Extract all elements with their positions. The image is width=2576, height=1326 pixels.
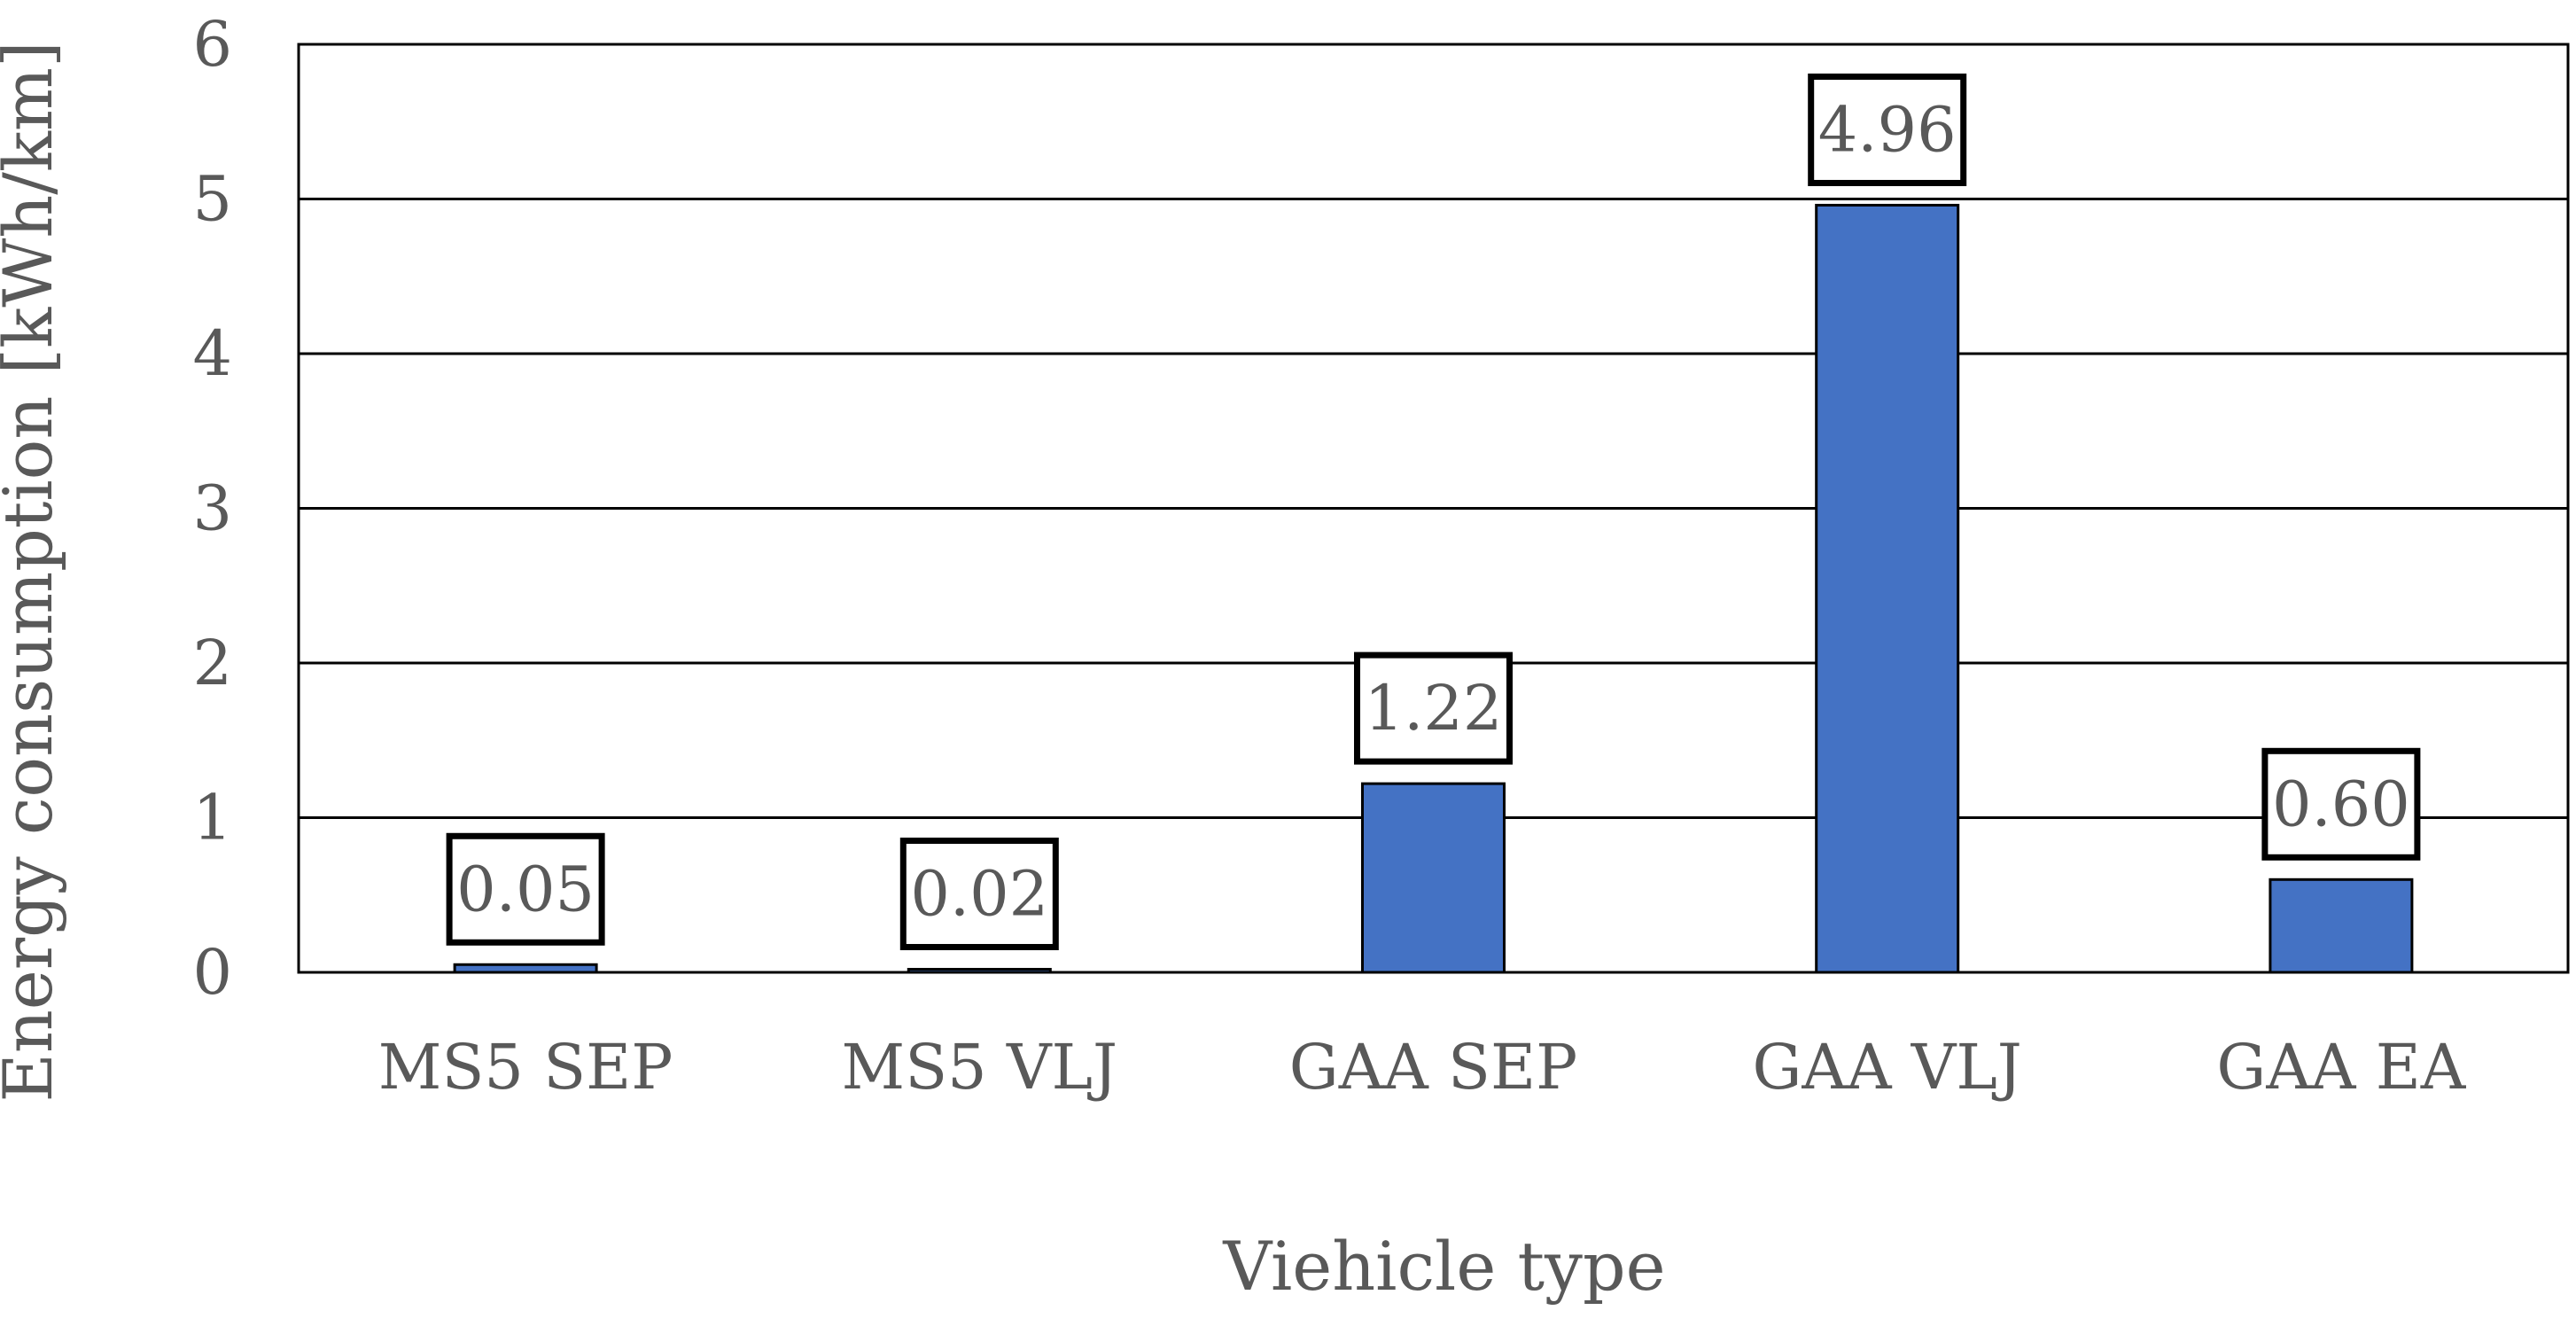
data-label: 4.96 bbox=[1818, 93, 1957, 166]
y-tick-label: 0 bbox=[192, 936, 232, 1009]
y-tick-label: 3 bbox=[192, 472, 232, 545]
data-label-box bbox=[2261, 747, 2421, 861]
x-tick-label: GAA EA bbox=[2216, 1031, 2466, 1104]
data-label-box bbox=[1354, 651, 1513, 765]
plot-frame bbox=[297, 43, 2570, 974]
y-axis-ticks: 0 1 2 3 4 5 6 bbox=[192, 8, 232, 1009]
gridlines bbox=[299, 198, 2568, 819]
y-axis-title: Energy consumption [kWh/km] bbox=[0, 41, 67, 1102]
plot-area-border bbox=[297, 43, 2570, 974]
x-axis-ticks: MS5 SEP MS5 VLJ GAA SEP GAA VLJ GAA EA bbox=[378, 1031, 2467, 1104]
y-tick-label: 2 bbox=[192, 627, 232, 699]
x-tick-label: MS5 SEP bbox=[378, 1031, 673, 1104]
y-tick-label: 6 bbox=[192, 8, 232, 81]
data-label-box bbox=[446, 832, 605, 946]
y-tick-label: 5 bbox=[192, 163, 232, 236]
bars bbox=[453, 203, 2414, 974]
data-label: 0.60 bbox=[2272, 768, 2410, 840]
x-axis-title: Viehicle type bbox=[1222, 1227, 1665, 1306]
bar bbox=[1815, 203, 1960, 974]
data-label: 1.22 bbox=[1365, 672, 1503, 745]
bar bbox=[1361, 782, 1506, 974]
data-label: 0.05 bbox=[456, 853, 595, 925]
data-labels: 0.05 0.02 1.22 4.96 0.60 bbox=[446, 73, 2421, 951]
x-tick-label: MS5 VLJ bbox=[842, 1031, 1118, 1104]
y-tick-label: 4 bbox=[192, 317, 232, 390]
y-tick-label: 1 bbox=[192, 782, 232, 854]
x-tick-label: GAA SEP bbox=[1289, 1031, 1577, 1104]
data-label: 0.02 bbox=[910, 858, 1048, 931]
x-tick-label: GAA VLJ bbox=[1753, 1031, 2022, 1104]
data-label-box bbox=[1808, 73, 1967, 186]
bar bbox=[2269, 878, 2414, 974]
data-label-box bbox=[899, 838, 1059, 951]
